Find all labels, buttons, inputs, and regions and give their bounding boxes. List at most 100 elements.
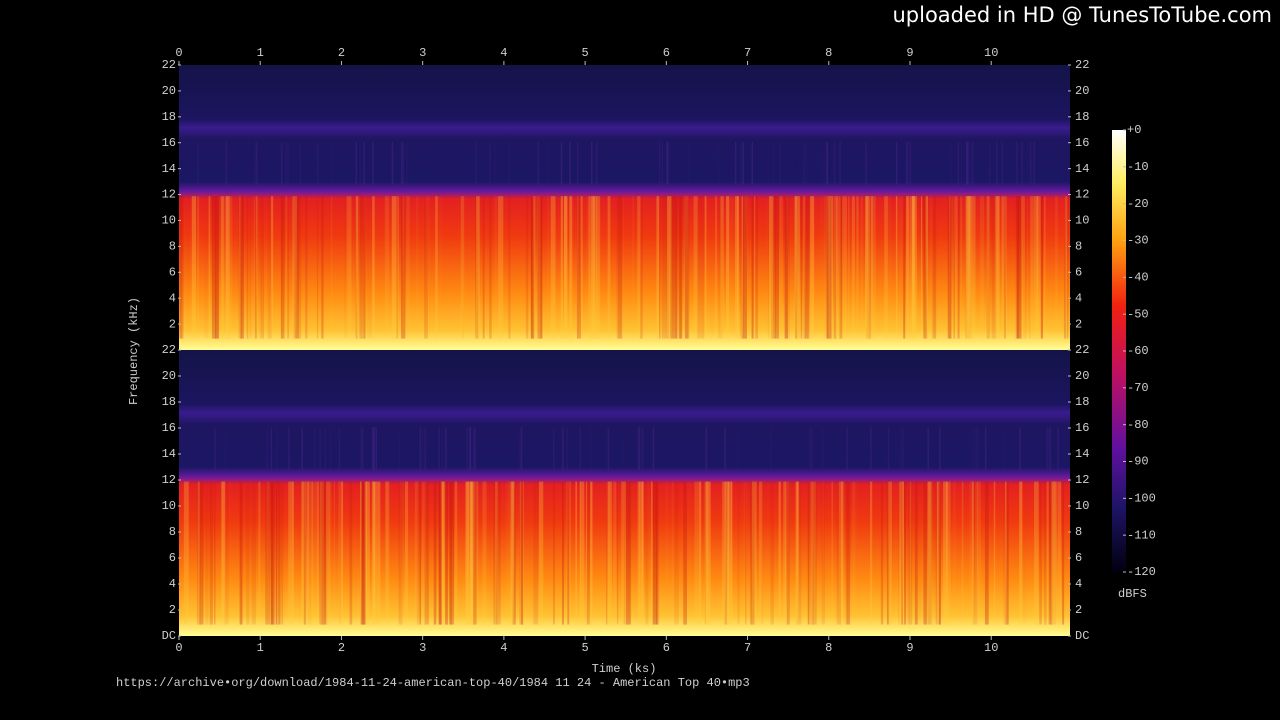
spectrogram-texture bbox=[969, 427, 971, 471]
spectrogram-texture bbox=[360, 481, 362, 625]
spectrogram-texture bbox=[751, 141, 754, 185]
spectrogram-texture bbox=[807, 481, 810, 625]
spectrogram-texture bbox=[804, 196, 809, 339]
spectrogram-texture bbox=[280, 196, 283, 339]
colorbar-tick-label: -80 bbox=[1127, 418, 1149, 432]
source-url: https://archive•org/download/1984-11-24-… bbox=[116, 676, 750, 690]
spectrogram-texture bbox=[519, 481, 523, 625]
spectrogram-texture bbox=[705, 481, 709, 625]
spectrogram-texture bbox=[805, 141, 808, 185]
spectrogram-texture bbox=[391, 196, 397, 339]
spectrogram-texture bbox=[1003, 427, 1005, 471]
spectrogram-texture bbox=[433, 481, 437, 625]
spectrogram-texture bbox=[580, 481, 585, 625]
spectrogram-texture bbox=[704, 481, 709, 625]
x-tick-label: 7 bbox=[744, 46, 751, 60]
spectrogram-texture bbox=[747, 196, 752, 339]
spectrogram-texture bbox=[833, 141, 836, 185]
spectrogram-texture bbox=[1000, 196, 1006, 339]
spectrogram-texture bbox=[299, 141, 302, 185]
spectrogram-texture bbox=[812, 481, 817, 625]
spectrogram-texture bbox=[373, 427, 376, 471]
spectrogram-texture bbox=[470, 481, 475, 625]
colorbar-tick-label: -20 bbox=[1127, 197, 1149, 211]
spectrogram-texture bbox=[750, 481, 755, 625]
spectrogram-texture bbox=[592, 196, 598, 339]
spectrogram-texture bbox=[887, 427, 890, 471]
spectrogram-texture bbox=[563, 196, 568, 339]
spectrogram-texture bbox=[560, 196, 563, 339]
spectrogram-texture bbox=[796, 481, 800, 625]
spectrogram-texture bbox=[822, 427, 824, 471]
spectrogram-texture bbox=[325, 481, 331, 625]
y-tick-label: 12 bbox=[162, 188, 176, 202]
spectrogram-texture bbox=[833, 196, 837, 339]
spectrogram-texture bbox=[965, 196, 971, 339]
spectrogram-texture bbox=[991, 196, 997, 339]
spectrogram-texture bbox=[319, 427, 321, 471]
spectrogram-texture bbox=[576, 141, 579, 185]
spectrogram-texture bbox=[224, 481, 229, 625]
y-tick-label-right: 16 bbox=[1075, 421, 1089, 435]
spectrogram-texture bbox=[224, 427, 227, 471]
spectrogram-texture bbox=[755, 196, 758, 339]
spectrogram-texture bbox=[718, 196, 723, 339]
spectrogram-texture bbox=[646, 481, 650, 625]
spectrogram-texture bbox=[276, 481, 278, 625]
spectrogram-texture bbox=[1062, 481, 1065, 625]
spectrogram-texture bbox=[839, 196, 841, 339]
spectrogram-texture bbox=[909, 481, 912, 625]
spectrogram-texture bbox=[276, 427, 278, 471]
spectrogram-texture bbox=[927, 481, 931, 625]
spectrogram-texture bbox=[704, 196, 707, 339]
spectrogram-texture bbox=[314, 427, 316, 471]
spectrogram-texture bbox=[460, 196, 465, 339]
spectrogram-texture bbox=[979, 196, 985, 339]
spectrogram-texture bbox=[512, 481, 516, 625]
spectrogram-texture bbox=[674, 481, 679, 625]
spectrogram-texture bbox=[197, 481, 200, 625]
x-tick-label: 8 bbox=[825, 641, 832, 655]
y-tick-label: 12 bbox=[162, 473, 176, 487]
spectrogram-texture bbox=[288, 427, 290, 471]
spectrogram-texture bbox=[1054, 481, 1056, 625]
spectrogram-texture bbox=[497, 196, 500, 339]
x-tick-label: 1 bbox=[257, 641, 264, 655]
spectrogram-texture bbox=[591, 141, 593, 185]
spectrogram-texture bbox=[363, 141, 366, 185]
spectrogram-texture bbox=[615, 196, 619, 339]
spectrogram-texture bbox=[826, 196, 832, 339]
spectrogram-texture bbox=[531, 196, 533, 339]
spectrogram-texture bbox=[751, 196, 754, 339]
spectrogram-texture bbox=[606, 481, 608, 625]
y-tick-label: 18 bbox=[162, 395, 176, 409]
spectrogram-texture bbox=[1015, 141, 1017, 185]
spectrogram-texture bbox=[564, 196, 568, 339]
y-tick-label-right: 20 bbox=[1075, 84, 1089, 98]
spectrogram-texture bbox=[632, 196, 634, 339]
spectrogram-texture bbox=[1050, 481, 1055, 625]
spectrogram-texture bbox=[329, 481, 332, 625]
x-tick-label: 8 bbox=[825, 46, 832, 60]
spectrogram-texture bbox=[687, 141, 690, 185]
y-tick-label: 2 bbox=[169, 317, 176, 331]
spectrogram-texture bbox=[1049, 427, 1051, 471]
spectrogram-texture bbox=[870, 481, 873, 625]
spectrogram-texture bbox=[1016, 141, 1018, 185]
spectrogram-texture bbox=[655, 481, 659, 625]
spectrogram-texture bbox=[590, 481, 593, 625]
spectrogram-texture bbox=[540, 196, 543, 339]
spectrogram-texture bbox=[406, 196, 410, 339]
y-tick-label: 8 bbox=[169, 240, 176, 254]
spectrogram-texture bbox=[938, 196, 941, 339]
spectrogram-texture bbox=[462, 196, 464, 339]
spectrogram-texture bbox=[828, 196, 833, 339]
spectrogram-texture bbox=[1043, 196, 1046, 339]
spectrogram-texture bbox=[371, 427, 374, 471]
spectrogram-texture bbox=[822, 481, 824, 625]
spectrogram-texture bbox=[251, 196, 252, 339]
spectrogram-texture bbox=[285, 141, 288, 185]
spectrogram-texture bbox=[248, 196, 251, 339]
spectrogram-texture bbox=[743, 427, 745, 470]
spectrogram-texture bbox=[475, 141, 477, 185]
